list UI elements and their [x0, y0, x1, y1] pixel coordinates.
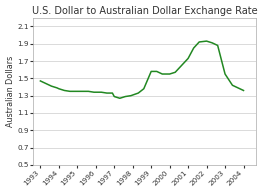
Title: U.S. Dollar to Australian Dollar Exchange Rate: U.S. Dollar to Australian Dollar Exchang… — [32, 6, 258, 16]
Y-axis label: Australian Dollars: Australian Dollars — [6, 56, 15, 127]
